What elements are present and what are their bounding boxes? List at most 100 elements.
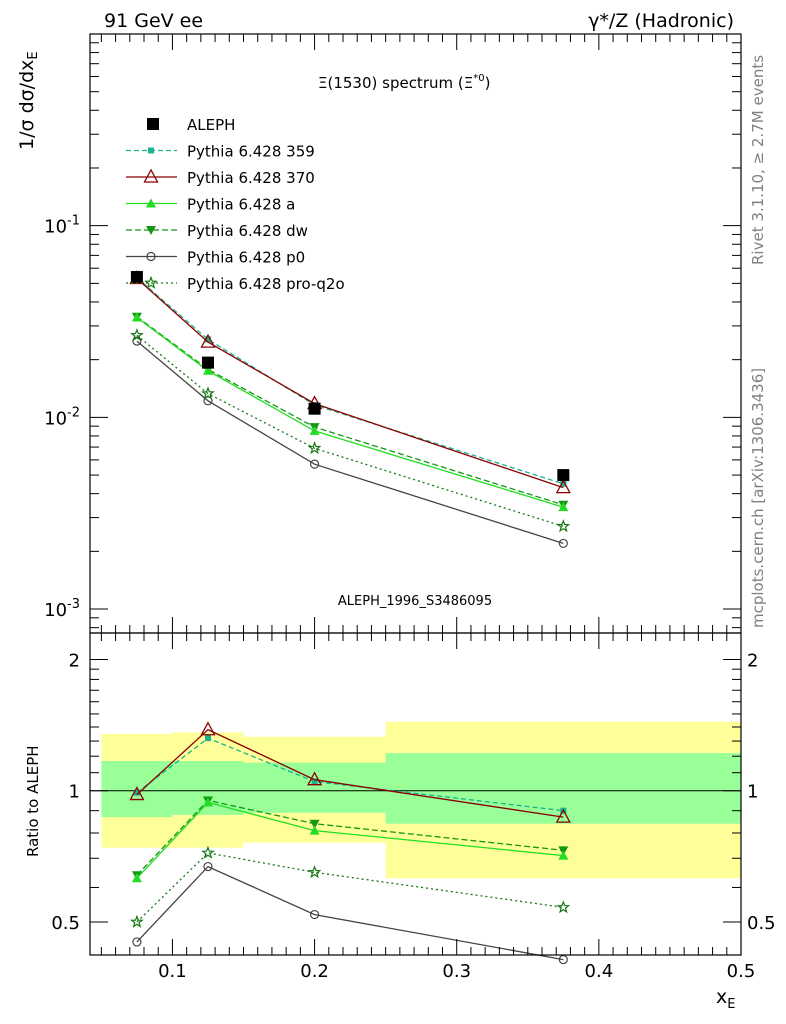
marker-triangle-up [131,873,142,883]
marker-triangle-up [309,825,320,835]
main-series [129,270,571,549]
marker-circle-open [203,396,213,406]
marker-star [556,519,571,533]
ratio-y-tick-label: 1 [69,782,80,803]
stat-uncertainty-band [172,760,244,815]
ratio-y-tick-label: 0.5 [51,913,80,934]
frames [89,33,742,956]
legend-label: ALEPH [187,116,235,134]
series-line [136,316,564,508]
series-line [136,278,564,489]
marker-square [311,778,318,785]
marker-triangle-open [306,771,323,786]
legend-item: Pythia 6.428 dw [126,222,308,240]
chart-title: Ξ(1530) spectrum (Ξ*0) [318,73,490,92]
legend-item: Pythia 6.428 a [126,196,295,214]
ratio-bands [101,721,741,879]
marker-triangle-up [146,198,156,208]
y-axis-label: 1/σ dσ/dxE [16,51,41,150]
marker-triangle-up [309,425,320,435]
watermark: ALEPH_1996_S3486095 [338,594,492,609]
marker-circle-open [146,251,156,262]
stat-uncertainty-band [101,760,173,818]
ratio-y-tick-label-right: 0.5 [747,913,776,934]
marker-triangle-open [555,808,571,823]
marker-square [308,402,321,415]
marker-triangle-open [129,786,145,801]
marker-circle-open [132,937,142,947]
marker-triangle-up [131,312,142,322]
x-tick-label: 0.3 [442,961,471,982]
marker-star [201,386,215,400]
header-left: 91 GeV ee [104,10,203,32]
marker-square [557,469,570,482]
header-right: γ*/Z (Hadronic) [588,10,734,32]
marker-triangle-open [200,721,216,736]
ratio-series [129,721,571,965]
series-line [136,340,564,545]
ratio-y-tick-label-right: 1 [747,782,758,803]
y-tick-label: 10-3 [44,597,80,621]
marker-square [204,336,211,343]
legend-item: Pythia 6.428 p0 [126,249,305,267]
ratio-line [136,801,564,879]
marker-triangle-open [143,168,159,183]
legend-label: Pythia 6.428 dw [187,222,308,240]
marker-triangle-up [202,365,213,375]
ratio-y-axis-label: Ratio to ALEPH [24,745,42,857]
marker-star [307,441,322,455]
legend-label: Pythia 6.428 a [187,196,295,214]
series-line [136,277,564,485]
legend-item: Pythia 6.428 pro-q2o [126,275,345,293]
ratio-frame [89,632,742,956]
axes: 0.1 0.2 0.3 0.4 0.5 10-1 10-2 10-3 2 2 1 1 0.5 0.5 [44,33,776,982]
x-tick-label: 0.4 [585,961,614,982]
legend-label: Pythia 6.428 p0 [187,249,305,267]
marker-triangle-down [146,226,156,235]
marker-star [307,865,322,879]
series-line [136,316,564,506]
marker-triangle-up [202,797,213,807]
ratio-y-tick-label-right: 2 [747,650,758,671]
marker-square [133,789,140,796]
marker-circle-open [203,861,213,872]
marker-star [556,900,571,914]
legend: ALEPH Pythia 6.428 359 Pythia 6.428 370 Pyt… [126,116,345,293]
marker-triangle-open [555,479,571,494]
rivet-label: Rivet 3.1.10, ≥ 2.7M events [749,55,767,265]
mcplots-label: mcplots.cern.ch [arXiv:1306.3436] [749,368,767,628]
marker-square [130,270,143,283]
y-tick-label: 10-2 [44,405,80,429]
marker-triangle-down [309,819,320,829]
marker-square [204,735,211,742]
ratio-line [136,737,564,812]
marker-square [148,147,154,154]
marker-star [201,845,215,859]
marker-circle-open [558,538,568,549]
marker-triangle-open [200,333,216,348]
ratio-line [136,799,564,876]
x-tick-label: 0.2 [300,961,329,982]
legend-item: ALEPH [147,116,235,134]
marker-circle-open [309,459,320,469]
marker-star [130,914,144,928]
marker-circle-open [309,909,320,920]
legend-label: Pythia 6.428 pro-q2o [187,275,345,293]
marker-star [144,275,158,289]
x-axis-label: xE [716,986,735,1012]
y-tick-label: 10-1 [44,214,80,238]
marker-square [560,480,567,487]
marker-triangle-up [558,502,569,512]
legend-item: Pythia 6.428 370 [126,168,315,187]
x-tick-label: 0.5 [727,961,756,982]
marker-star [130,328,144,342]
legend-label: Pythia 6.428 370 [187,169,315,187]
marker-square [201,356,214,369]
marker-square [147,118,159,130]
legend-label: Pythia 6.428 359 [187,143,315,161]
x-tick-label: 0.1 [158,961,187,982]
series-line [136,334,564,528]
ratio-line [136,865,564,961]
ratio-y-tick-label: 2 [69,650,80,671]
